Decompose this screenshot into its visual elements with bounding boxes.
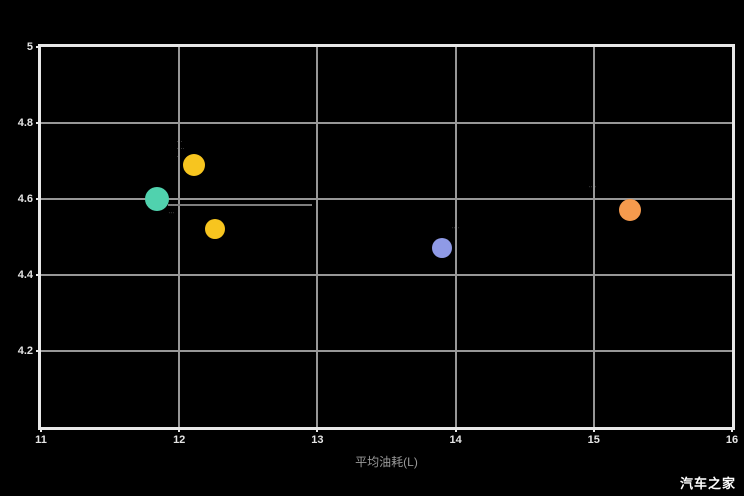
point-label: ···· — [451, 225, 460, 232]
x-axis-tick — [731, 427, 733, 432]
y-tick-label: 4.4 — [17, 269, 33, 281]
x-axis-tick — [592, 427, 595, 432]
y-axis-tick — [36, 350, 41, 352]
y-tick-label: 4.8 — [17, 117, 33, 129]
x-tick-label: 16 — [725, 434, 739, 446]
x-axis-title: 平均油耗(L) — [355, 455, 418, 469]
point-label: ··· ···· ·· — [176, 138, 185, 160]
horizontal-gridline — [41, 198, 732, 200]
x-tick-label: 15 — [587, 434, 600, 446]
scatter-point[interactable] — [431, 238, 452, 259]
y-axis-tick — [36, 274, 41, 276]
y-tick-label: 4.6 — [17, 193, 33, 205]
x-tick-label: 11 — [35, 434, 47, 446]
vertical-gridline — [592, 47, 595, 427]
scatter-point[interactable] — [205, 219, 226, 240]
watermark-autohome: 汽车之家 — [679, 476, 736, 491]
y-axis-tick — [36, 122, 41, 124]
vertical-gridline — [316, 47, 319, 427]
x-axis-tick — [178, 427, 181, 432]
x-axis-tick — [454, 427, 457, 432]
y-tick-label: 4.2 — [17, 345, 33, 357]
scatter-point[interactable] — [183, 153, 206, 176]
scatter-point[interactable] — [618, 199, 641, 222]
x-tick-label: 13 — [311, 434, 324, 446]
y-axis-tick — [36, 198, 41, 200]
horizontal-gridline — [41, 274, 732, 276]
label-leader-line — [168, 203, 312, 206]
point-label: ···· ··· — [168, 202, 177, 217]
x-axis-tick — [40, 427, 42, 432]
point-label: ···· — [588, 183, 597, 190]
vertical-gridline — [178, 47, 181, 427]
horizontal-gridline — [41, 122, 732, 124]
scatter-point[interactable] — [145, 187, 170, 211]
x-axis-tick — [316, 427, 319, 432]
horizontal-gridline — [41, 350, 732, 352]
plot-area: 平均油耗(L) 11 12 13 14 15 16 5 4.8 4.6 4.4 4.2 ··· ····… — [18, 41, 738, 469]
vertical-gridline — [454, 47, 457, 427]
x-tick-label: 12 — [173, 434, 186, 446]
y-axis-tick — [36, 46, 41, 48]
y-tick-label: 5 — [26, 41, 33, 53]
x-tick-label: 14 — [449, 434, 462, 446]
